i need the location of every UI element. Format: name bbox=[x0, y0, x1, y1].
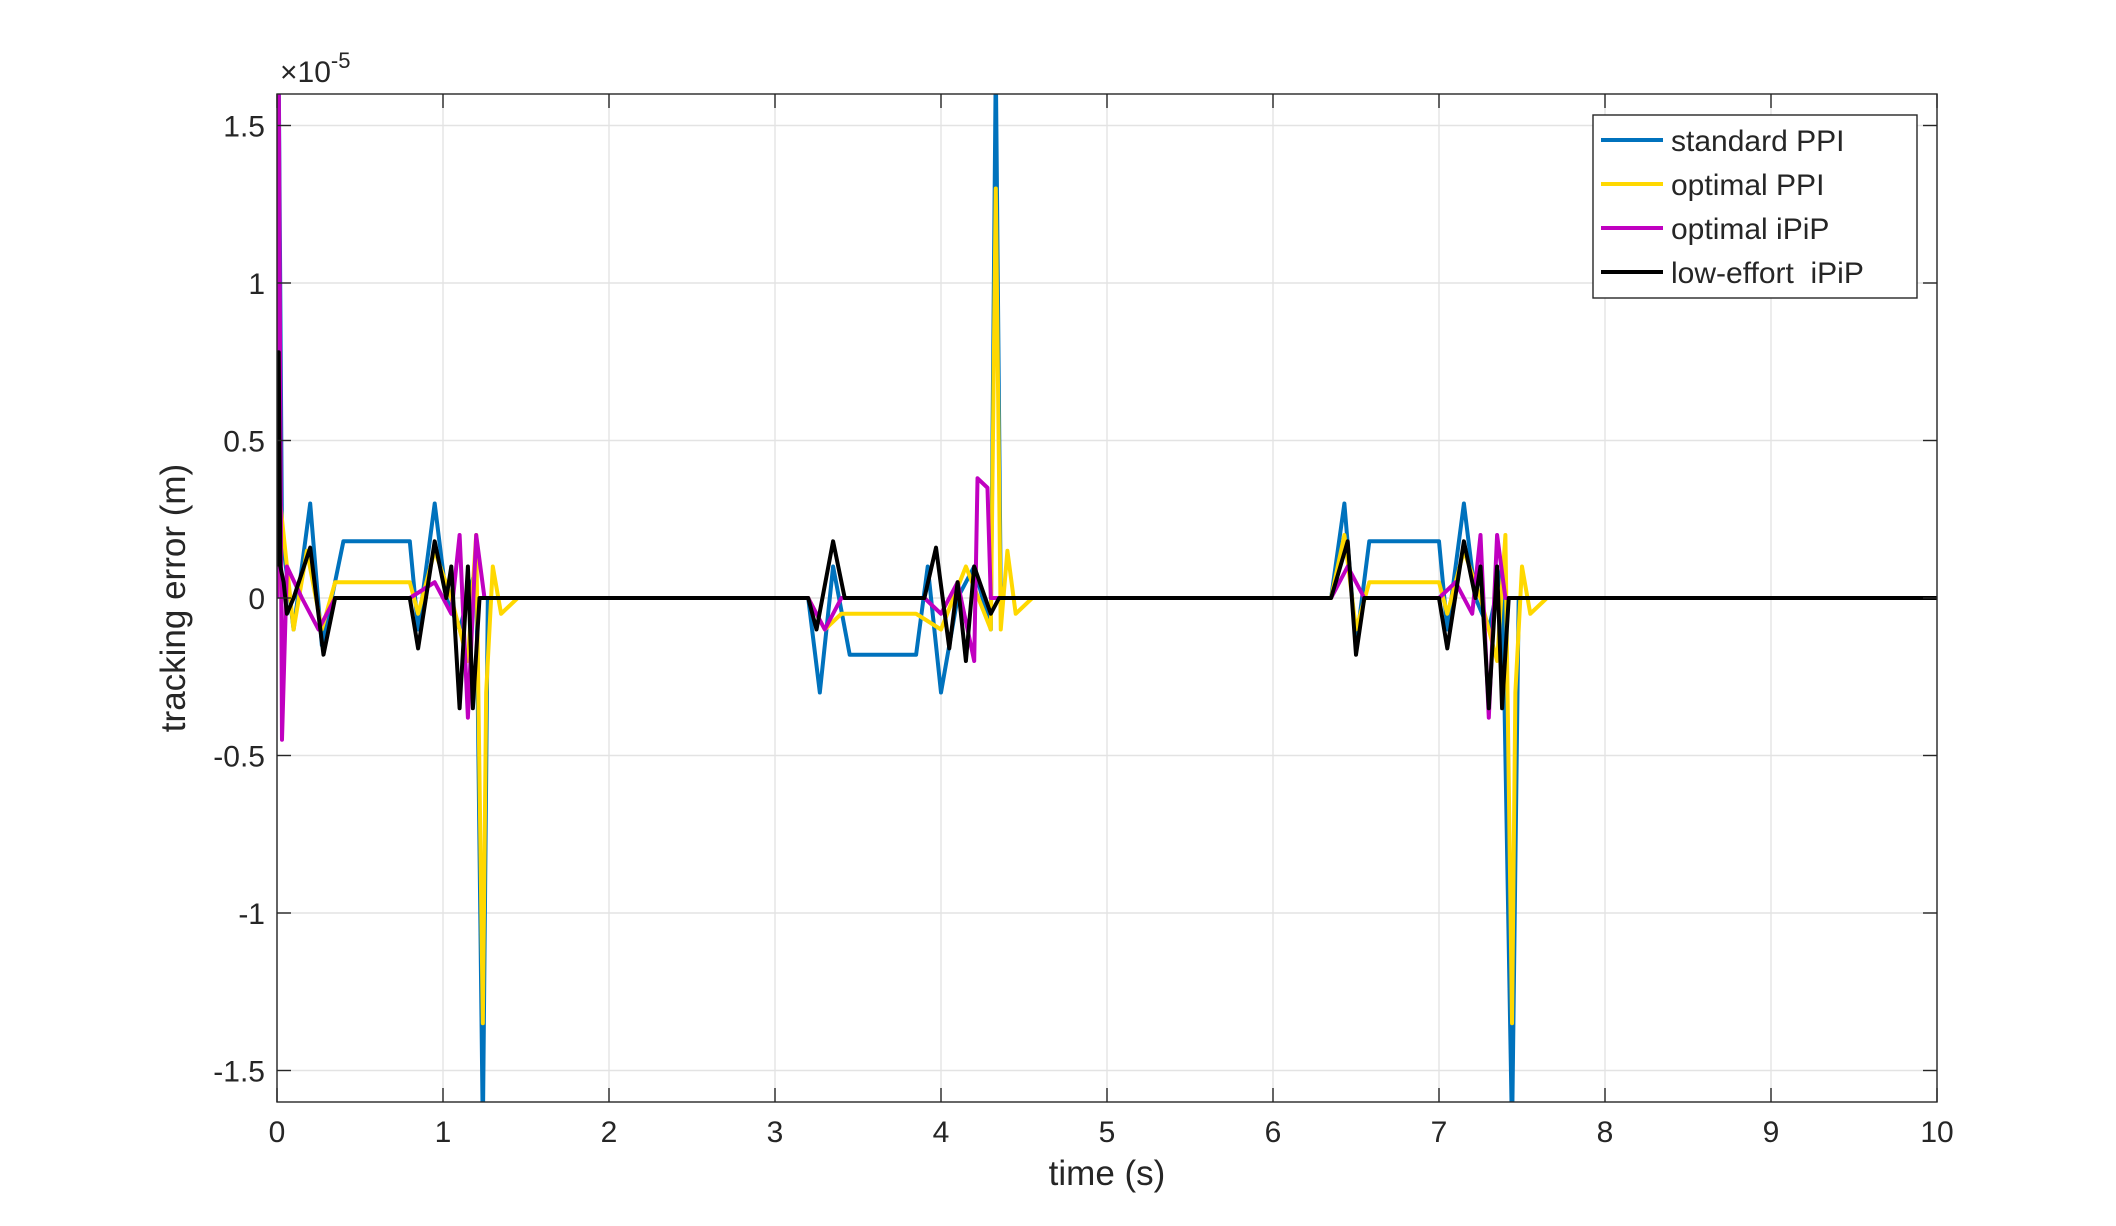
x-tick-label: 0 bbox=[269, 1116, 286, 1149]
y-axis-label: tracking error (m) bbox=[154, 464, 193, 732]
legend-label: standard PPI bbox=[1671, 125, 1844, 158]
x-tick-label: 7 bbox=[1431, 1116, 1448, 1149]
legend-label: optimal iPiP bbox=[1671, 213, 1829, 246]
y-tick-label: 1.5 bbox=[223, 111, 265, 144]
x-tick-label: 9 bbox=[1763, 1116, 1780, 1149]
y-tick-label: 1 bbox=[248, 268, 265, 301]
series-line bbox=[277, 350, 1937, 711]
y-tick-label: -1 bbox=[238, 898, 265, 931]
series-line bbox=[277, 94, 1937, 1102]
legend-label: low-effort iPiP bbox=[1671, 257, 1864, 290]
x-tick-label: 1 bbox=[435, 1116, 452, 1149]
x-tick-label: 2 bbox=[601, 1116, 618, 1149]
y-multiplier-base: ×10 bbox=[280, 56, 331, 89]
y-tick-label: 0.5 bbox=[223, 426, 265, 459]
axes-box bbox=[276, 93, 1938, 1103]
lines bbox=[277, 94, 1937, 1102]
y-tick-label: 0 bbox=[248, 583, 265, 616]
y-multiplier: ×10-5 bbox=[280, 48, 350, 89]
x-tick-label: 10 bbox=[1920, 1116, 1953, 1149]
legend-label: optimal PPI bbox=[1671, 169, 1824, 202]
x-axis-label: time (s) bbox=[1049, 1154, 1166, 1193]
y-multiplier-exponent: -5 bbox=[331, 48, 351, 73]
x-tick-label: 6 bbox=[1265, 1116, 1282, 1149]
axes: 0 1 2 3 4 5 6 7 8 9 10 -1.5 -1 -0.5 0 0.5 1 1.5 bbox=[213, 93, 1954, 1149]
x-tick-label: 8 bbox=[1597, 1116, 1614, 1149]
x-tick-label: 4 bbox=[933, 1116, 950, 1149]
legend: standard PPI optimal PPI optimal iPiP low-e… bbox=[1592, 114, 1918, 299]
legend-box bbox=[1592, 114, 1918, 299]
x-tick-label: 5 bbox=[1099, 1116, 1116, 1149]
y-tick-label: -1.5 bbox=[213, 1056, 265, 1089]
x-tick-label: 3 bbox=[767, 1116, 784, 1149]
y-tick-label: -0.5 bbox=[213, 741, 265, 774]
